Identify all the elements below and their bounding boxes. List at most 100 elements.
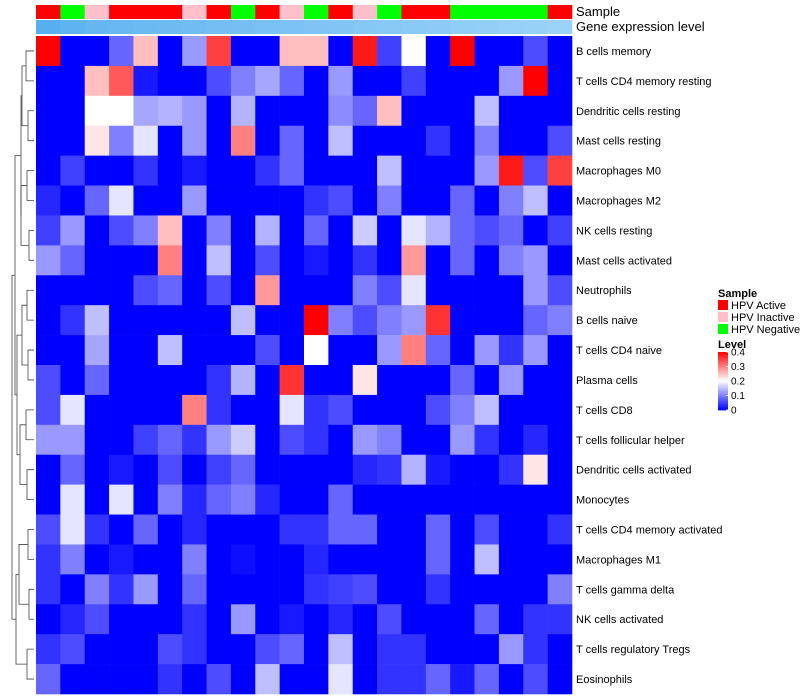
heatmap-cell [328, 365, 354, 396]
heatmap-cell [328, 215, 354, 246]
heatmap-cell [36, 454, 61, 485]
heatmap-cell [352, 95, 378, 127]
heatmap-cell [304, 215, 329, 246]
heatmap-cell [109, 544, 134, 575]
heatmap-cell [279, 65, 305, 97]
heatmap-cell [109, 36, 134, 67]
heatmap-cell [206, 155, 232, 186]
heatmap-cell [60, 574, 86, 605]
heatmap-cell [255, 664, 280, 695]
heatmap-cell [523, 185, 548, 216]
annotation-label-sample: Sample [576, 4, 620, 19]
heatmap-cell [450, 125, 475, 156]
heatmap-cell [230, 245, 256, 276]
heatmap-cell [328, 305, 354, 336]
heatmap-cell [523, 65, 548, 97]
heatmap-cell [474, 155, 500, 186]
heatmap-cell [352, 365, 378, 396]
heatmap-cell [157, 305, 183, 336]
heatmap-cell [547, 275, 573, 306]
heatmap-cell [425, 604, 451, 635]
heatmap-cell [425, 664, 451, 695]
heatmap-cell [401, 454, 427, 485]
heatmap-cell [547, 36, 573, 67]
heatmap-cell [230, 305, 256, 336]
heatmap-cell [230, 185, 256, 216]
heatmap-cell [60, 514, 86, 545]
heatmap-cell [36, 95, 61, 127]
dendrogram-branch [14, 155, 21, 396]
heatmap-cell [547, 574, 573, 605]
heatmap-cell [133, 245, 159, 276]
row-dendrogram [11, 50, 34, 680]
heatmap-cell [109, 245, 134, 276]
heatmap-cell [109, 95, 134, 127]
expression-annotation-cell [109, 20, 134, 34]
heatmap-cell [109, 365, 134, 396]
dendrogram-branch [16, 334, 22, 456]
dendrogram-branch [25, 50, 34, 82]
heatmap-cell [133, 365, 159, 396]
heatmap-cell [352, 604, 378, 635]
heatmap-cell [182, 245, 207, 276]
level-bar-segment [718, 367, 728, 370]
expression-annotation-cell [157, 20, 183, 34]
heatmap-cell [450, 365, 475, 396]
sample-annotation-cell [255, 5, 280, 19]
heatmap-cell [279, 185, 305, 216]
level-bar-segment [718, 352, 728, 354]
heatmap-cell [523, 335, 548, 366]
row-label: T cells CD8 [576, 405, 633, 417]
heatmap-cell [523, 275, 548, 306]
row-label: Eosinophils [576, 674, 633, 686]
heatmap-cell [60, 424, 86, 456]
expression-annotation-cell [230, 20, 256, 34]
heatmap-cell [498, 305, 524, 336]
heatmap-cell [60, 544, 86, 575]
heatmap-cell [157, 335, 183, 366]
expression-annotation-cell [450, 20, 475, 34]
legend-title-sample: Sample [718, 288, 757, 300]
heatmap-cell [498, 544, 524, 575]
heatmap-cell [36, 664, 61, 695]
heatmap-cell [474, 245, 500, 276]
level-bar-segment [718, 394, 728, 396]
heatmap-cell [60, 305, 86, 336]
level-bar-segment [718, 385, 728, 388]
level-tick-label: 0.2 [731, 377, 745, 388]
heatmap-cell [401, 634, 427, 665]
dendrogram-branch [21, 65, 28, 127]
dendrogram-branch [26, 289, 34, 321]
heatmap-cell [182, 125, 207, 156]
heatmap-cell [352, 484, 378, 515]
heatmap-cell [377, 484, 402, 515]
heatmap-cell [498, 514, 524, 545]
heatmap-cell [425, 634, 451, 665]
heatmap-cell [523, 125, 548, 156]
heatmap-cell [401, 394, 427, 426]
level-bar-segment [718, 373, 728, 376]
heatmap-cell [377, 245, 402, 276]
heatmap-cell [547, 155, 573, 186]
heatmap-cell [279, 215, 305, 246]
heatmap-cell [230, 125, 256, 156]
heatmap-cell [304, 185, 329, 216]
heatmap-cell [401, 514, 427, 545]
heatmap-cell [255, 155, 280, 186]
heatmap-cell [425, 305, 451, 336]
heatmap-cell [279, 305, 305, 336]
dendrogram-branch [27, 529, 34, 560]
heatmap-cell [157, 65, 183, 97]
heatmap-cell [474, 125, 500, 156]
heatmap-cell [523, 544, 548, 575]
heatmap-cell [425, 65, 451, 97]
heatmap-cell [60, 275, 86, 306]
expression-annotation-cell [328, 20, 354, 34]
heatmap-cell [84, 544, 110, 575]
dendrogram-branch [15, 573, 27, 665]
heatmap-cell [109, 424, 134, 456]
heatmap-cell [377, 514, 402, 545]
dendrogram-branch [11, 274, 16, 620]
heatmap-cell [230, 365, 256, 396]
heatmap-cell [377, 574, 402, 605]
